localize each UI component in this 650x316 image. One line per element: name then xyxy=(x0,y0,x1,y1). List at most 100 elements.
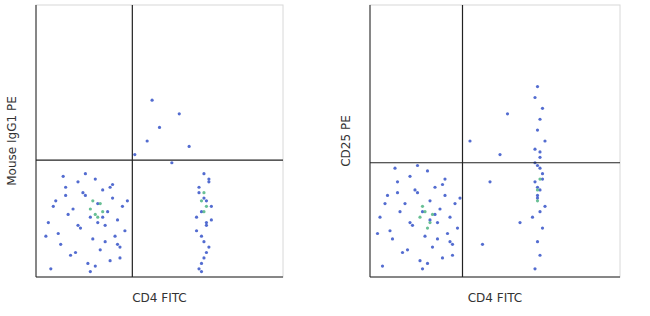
event-dot xyxy=(531,216,534,219)
event-dot xyxy=(202,210,205,213)
event-dot xyxy=(47,221,50,224)
event-dot xyxy=(423,210,426,213)
event-dot xyxy=(441,256,444,259)
event-dot xyxy=(383,202,386,205)
event-dot xyxy=(533,180,536,183)
event-dot xyxy=(202,197,205,200)
event-dot xyxy=(443,194,446,197)
event-dot xyxy=(428,199,431,202)
event-dot xyxy=(99,202,102,205)
quadrant-line-vertical xyxy=(462,5,463,277)
event-dot xyxy=(106,210,109,213)
event-dot xyxy=(64,186,67,189)
event-dot xyxy=(396,180,399,183)
x-axis-label: CD4 FITC xyxy=(132,291,187,305)
event-dot xyxy=(431,213,434,216)
event-dot xyxy=(456,226,459,229)
event-dot xyxy=(202,172,205,175)
event-dot xyxy=(76,180,79,183)
event-dot xyxy=(538,150,541,153)
event-dot xyxy=(388,229,391,232)
event-dot xyxy=(96,216,99,219)
event-dot xyxy=(96,221,99,224)
event-dot xyxy=(378,216,381,219)
event-dot xyxy=(406,248,409,251)
event-dot xyxy=(109,259,112,262)
event-dot xyxy=(101,210,104,213)
data-area xyxy=(36,5,283,277)
event-dot xyxy=(468,139,471,142)
event-dot xyxy=(453,202,456,205)
event-dot xyxy=(205,205,208,208)
event-dot xyxy=(200,262,203,265)
event-dot xyxy=(413,188,416,191)
event-dot xyxy=(536,129,539,132)
event-dot xyxy=(398,210,401,213)
event-dot xyxy=(441,183,444,186)
event-dot xyxy=(89,270,92,273)
event-dot xyxy=(518,221,521,224)
event-dot xyxy=(126,199,129,202)
event-dot xyxy=(64,194,67,197)
event-dot xyxy=(197,191,200,194)
plot-frame xyxy=(370,5,620,277)
event-dot xyxy=(451,254,454,257)
event-dot xyxy=(94,265,97,268)
event-dot xyxy=(71,207,74,210)
x-axis xyxy=(370,277,620,278)
event-dot xyxy=(104,224,107,227)
event-dot xyxy=(158,126,161,129)
event-dot xyxy=(207,180,210,183)
event-dot xyxy=(200,235,203,238)
event-dot xyxy=(84,172,87,175)
x-axis-label: CD4 FITC xyxy=(468,291,523,305)
event-dot xyxy=(458,197,461,200)
event-dot xyxy=(69,254,72,257)
event-dot xyxy=(536,85,539,88)
event-dot xyxy=(84,194,87,197)
event-dot xyxy=(202,256,205,259)
event-dot xyxy=(538,167,541,170)
event-dot xyxy=(541,172,544,175)
event-dot xyxy=(421,267,424,270)
event-dot xyxy=(86,262,89,265)
event-dot xyxy=(202,191,205,194)
event-dot xyxy=(533,96,536,99)
event-dot xyxy=(123,229,126,232)
event-dot xyxy=(79,226,82,229)
event-dot xyxy=(488,180,491,183)
event-dot xyxy=(396,191,399,194)
event-dot xyxy=(448,216,451,219)
event-dot xyxy=(44,235,47,238)
event-dot xyxy=(436,237,439,240)
event-dot xyxy=(451,243,454,246)
event-dot xyxy=(391,237,394,240)
event-dot xyxy=(426,262,429,265)
event-dot xyxy=(205,221,208,224)
event-dot xyxy=(178,112,181,115)
event-dot xyxy=(423,235,426,238)
event-dot xyxy=(538,156,541,159)
event-dot xyxy=(109,186,112,189)
event-dot xyxy=(541,107,544,110)
event-dot xyxy=(428,221,431,224)
event-dot xyxy=(438,207,441,210)
event-dot xyxy=(91,199,94,202)
y-axis xyxy=(370,5,371,277)
event-dot xyxy=(99,248,102,251)
event-dot xyxy=(506,112,509,115)
x-axis xyxy=(36,277,283,278)
plot-frame xyxy=(36,5,283,277)
event-dot xyxy=(94,213,97,216)
event-dot xyxy=(116,243,119,246)
event-dot xyxy=(118,245,121,248)
event-dot xyxy=(52,205,55,208)
event-dot xyxy=(418,216,421,219)
event-dot xyxy=(403,202,406,205)
y-axis xyxy=(36,5,37,277)
event-dot xyxy=(411,224,414,227)
event-dot xyxy=(207,177,210,180)
event-dot xyxy=(59,243,62,246)
event-dot xyxy=(543,205,546,208)
event-dot xyxy=(200,199,203,202)
